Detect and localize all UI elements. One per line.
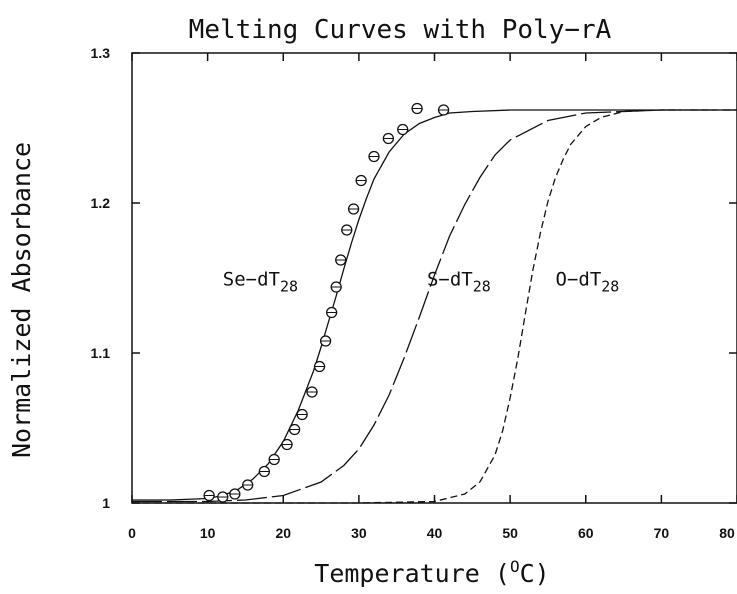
x-tick-label: 40 <box>427 525 443 541</box>
x-axis-ticks: 0 10 20 30 40 50 60 70 80 <box>128 53 737 541</box>
y-axis-ticks: 1 1.1 1.2 1.3 <box>91 45 737 511</box>
y-tick-label: 1.1 <box>91 345 111 361</box>
x-tick-label: 80 <box>719 525 735 541</box>
series-line-3 <box>132 109 737 504</box>
x-axis-label: Temperature (OC) <box>314 557 549 588</box>
y-tick-label: 1.2 <box>91 195 111 211</box>
x-tick-label: 60 <box>578 525 594 541</box>
series-label-3: O−dT28 <box>556 269 620 296</box>
x-tick-label: 20 <box>275 525 291 541</box>
y-tick-label: 1.3 <box>91 45 111 61</box>
series-label-1: Se−dT28 <box>223 269 298 296</box>
y-axis-label: Normalized Absorbance <box>7 142 36 458</box>
series-line-2 <box>132 109 737 503</box>
data-point-markers <box>203 102 450 503</box>
x-tick-label: 70 <box>654 525 670 541</box>
series-curves <box>132 109 737 504</box>
x-tick-label: 0 <box>128 525 136 541</box>
x-tick-label: 10 <box>200 525 216 541</box>
y-tick-label: 1 <box>102 495 110 511</box>
chart-title: Melting Curves with Poly−rA <box>189 15 612 45</box>
series-label-2: S−dT28 <box>427 269 491 296</box>
x-tick-label: 50 <box>502 525 518 541</box>
series-line-1 <box>132 109 737 501</box>
x-tick-label: 30 <box>351 525 367 541</box>
series-labels: Se−dT28 S−dT28 O−dT28 <box>223 269 620 296</box>
